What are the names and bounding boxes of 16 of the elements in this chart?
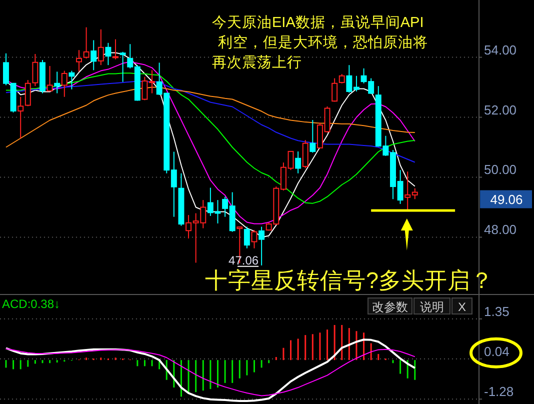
y-tick-label: 48.00 bbox=[484, 222, 517, 238]
y-tick-label: 54.00 bbox=[484, 42, 517, 58]
text: 说明 bbox=[420, 300, 444, 314]
y-tick-label: 0.04 bbox=[484, 344, 510, 359]
y-tick-label: 52.00 bbox=[484, 102, 517, 118]
annotation: 改参数 bbox=[372, 300, 408, 314]
annotation: 今天原油EIA数据，虽说早间API bbox=[212, 14, 424, 31]
y-tick-label: 1.35 bbox=[484, 304, 510, 319]
annotation: 利空，但是大环境，恐怕原油将 bbox=[218, 34, 428, 51]
y-tick-label: -1.28 bbox=[484, 384, 514, 400]
text: X bbox=[458, 300, 466, 314]
y-tick-label: 50.00 bbox=[484, 162, 517, 178]
text: 49.06 bbox=[490, 192, 523, 208]
chart-title: ACD:0.38↓ bbox=[2, 297, 60, 311]
annotation: 再次震荡上行 bbox=[212, 54, 302, 71]
annotation: 十字星反转信号?多头开启？ bbox=[205, 268, 494, 293]
